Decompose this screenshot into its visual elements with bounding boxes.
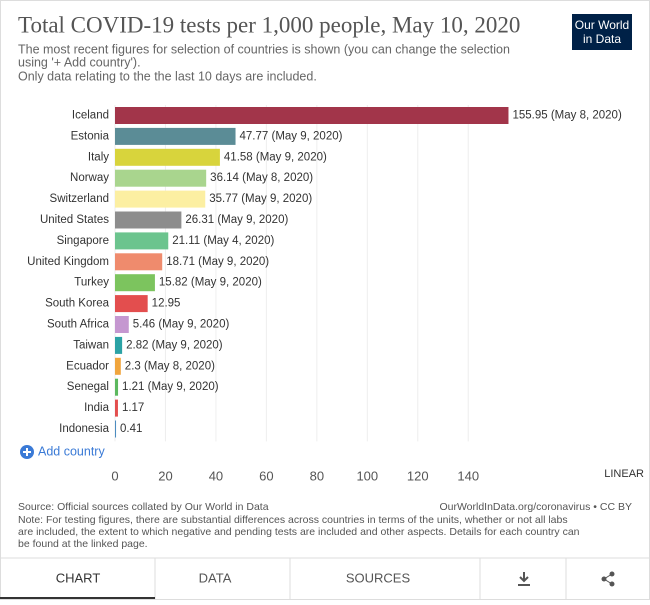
x-tick-label: 20: [158, 468, 172, 483]
x-tick-label: 0: [111, 468, 118, 483]
value-label: 155.95 (May 8, 2020): [512, 110, 621, 122]
logo-text: in Data: [583, 32, 621, 46]
note: are included, the extent to which negati…: [18, 526, 580, 538]
add-icon-plus[interactable]: [23, 448, 31, 456]
y-tick-label: Ecuador: [66, 360, 109, 372]
value-label: 2.82 (May 9, 2020): [126, 339, 223, 351]
x-tick-label: 60: [259, 468, 273, 483]
bar: [115, 211, 182, 229]
value-label: 21.11 (May 4, 2020): [172, 235, 274, 247]
bar: [115, 336, 123, 354]
bar: [115, 107, 509, 124]
x-tick-label: 100: [356, 468, 378, 483]
bar: [115, 274, 155, 292]
note: be found at the linked page.: [18, 538, 148, 550]
bar: [115, 316, 129, 333]
note: Note: For testing figures, there are sub…: [18, 514, 568, 526]
y-tick-label: Turkey: [74, 277, 109, 289]
share-icon[interactable]: [601, 571, 615, 587]
source: Source: Official sources collated by Our…: [18, 501, 269, 513]
value-label: 35.77 (May 9, 2020): [209, 193, 312, 205]
bar: [115, 127, 236, 145]
logo-text: Our World: [575, 18, 629, 32]
x-tick-label: 40: [209, 468, 223, 483]
add-country-button[interactable]: Add country: [20, 444, 105, 459]
tab[interactable]: DATA: [199, 570, 232, 585]
add-country[interactable]: Add country: [38, 444, 105, 458]
x-tick-label: 140: [457, 468, 479, 483]
value-label: 47.77 (May 9, 2020): [240, 130, 343, 142]
y-tick-label: Senegal: [67, 381, 109, 393]
value-label: 18.71 (May 9, 2020): [166, 256, 269, 268]
tab[interactable]: CHART: [56, 570, 101, 585]
bar: [115, 253, 163, 271]
bar: [115, 232, 169, 250]
download-icon[interactable]: [518, 572, 530, 586]
bar: [115, 420, 117, 438]
bar: [115, 169, 207, 187]
subtitle: The most recent figures for selection of…: [18, 42, 510, 56]
value-label: 1.21 (May 9, 2020): [122, 381, 219, 393]
y-tick-label: United States: [40, 214, 109, 226]
value-label: 0.41: [120, 423, 142, 435]
y-tick-label: Switzerland: [50, 193, 109, 205]
y-tick-label: Indonesia: [59, 423, 109, 435]
x-tick-label: 80: [310, 468, 324, 483]
value-label: 5.46 (May 9, 2020): [133, 319, 230, 331]
bar: [115, 357, 121, 375]
y-tick-label: Singapore: [57, 235, 109, 247]
logo-box: [572, 14, 632, 50]
y-tick-label: Italy: [88, 151, 109, 163]
scale-label[interactable]: LINEAR: [604, 468, 644, 480]
subtitle: using '+ Add country').: [18, 55, 141, 69]
subtitle: Only data relating to the the last 10 da…: [18, 69, 317, 83]
value-label: 2.3 (May 8, 2020): [125, 360, 215, 372]
y-tick-label: Iceland: [72, 110, 109, 122]
y-tick-label: Taiwan: [73, 339, 109, 351]
bar: [115, 148, 220, 166]
chart-title: Total COVID-19 tests per 1,000 people, M…: [18, 12, 520, 37]
x-tick-label: 120: [407, 468, 429, 483]
y-tick-label: India: [84, 402, 110, 414]
y-tick-label: Estonia: [71, 130, 110, 142]
value-label: 41.58 (May 9, 2020): [224, 151, 327, 163]
value-label: 15.82 (May 9, 2020): [159, 277, 262, 289]
bar: [115, 295, 148, 313]
value-label: 36.14 (May 8, 2020): [210, 172, 313, 184]
y-tick-label: South Africa: [47, 319, 110, 331]
value-label: 26.31 (May 9, 2020): [185, 214, 288, 226]
license: OurWorldInData.org/coronavirus • CC BY: [439, 501, 632, 513]
y-tick-label: Norway: [70, 172, 109, 184]
bar: [115, 190, 206, 208]
y-tick-label: South Korea: [45, 298, 110, 310]
value-label: 1.17: [122, 402, 144, 414]
value-label: 12.95: [152, 298, 181, 310]
y-tick-label: United Kingdom: [27, 256, 109, 268]
bar: [115, 399, 118, 417]
tab[interactable]: SOURCES: [346, 570, 411, 585]
bar: [115, 378, 119, 396]
